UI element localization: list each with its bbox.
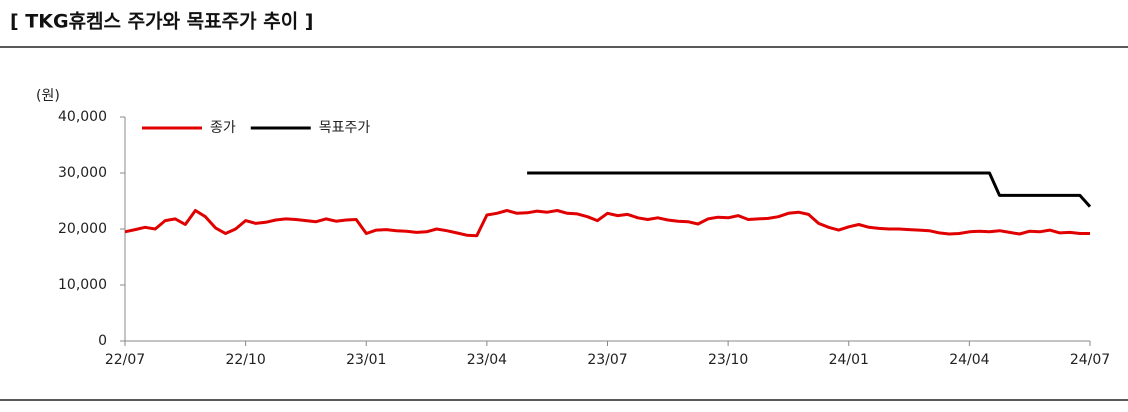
y-tick-label: 0 — [98, 333, 107, 349]
x-tick-label: 23/07 — [587, 352, 627, 368]
legend-label: 목표주가 — [319, 120, 371, 136]
y-tick-label: 10,000 — [58, 277, 107, 293]
x-tick-label: 24/07 — [1070, 352, 1110, 368]
x-tick-label: 22/07 — [105, 352, 145, 368]
x-tick-label: 23/10 — [708, 352, 748, 368]
y-tick-label: 40,000 — [58, 109, 107, 125]
y-axis-label: (원) — [36, 88, 60, 104]
x-tick-label: 23/01 — [346, 352, 386, 368]
y-tick-label: 20,000 — [58, 221, 107, 237]
y-tick-label: 30,000 — [58, 165, 107, 181]
x-tick-label: 23/04 — [467, 352, 507, 368]
x-tick-label: 24/01 — [829, 352, 869, 368]
series-line — [124, 209, 1090, 238]
chart-title: [ TKG휴켐스 주가와 목표주가 추이 ] — [10, 11, 313, 33]
legend-label: 종가 — [210, 120, 236, 136]
x-tick-label: 24/04 — [949, 352, 989, 368]
series-line — [527, 171, 1092, 208]
x-tick-label: 22/10 — [225, 352, 265, 368]
